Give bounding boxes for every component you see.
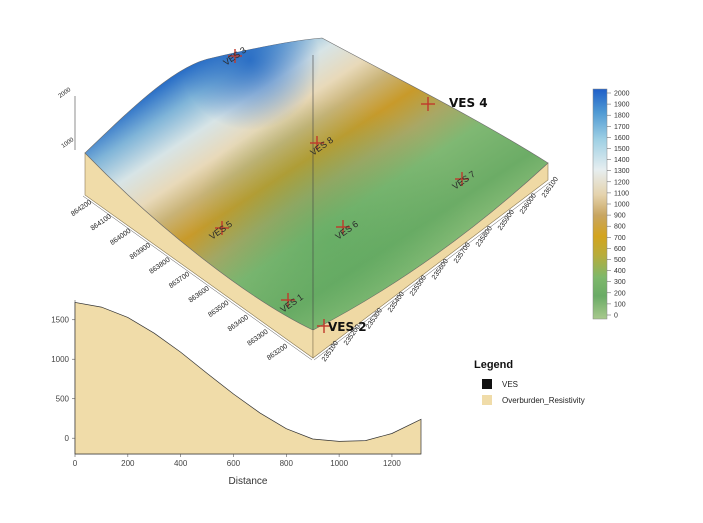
colorbar-tick-label: 1300 [614,168,630,175]
colorbar-gradient [592,88,608,320]
profile-area [74,301,422,455]
profile-x-tick-label: 1200 [383,459,401,468]
profile-y-tick-label: 0 [65,434,70,443]
profile-x-tick-label: 400 [174,459,188,468]
y-tick-label: 863400 [227,314,250,333]
profile-chart: 0 200 400 600 800 1000 1200 1500 1000 500 0 Distan… [51,300,422,487]
legend-title: Legend [474,359,513,371]
colorbar-tick-label: 100 [614,301,626,308]
y-tick-label: 863600 [188,285,211,304]
ves-label: VES 2 [328,320,367,334]
profile-x-tick-label: 800 [280,459,294,468]
y-tick-label: 863500 [207,300,230,319]
profile-x-tick-label: 1000 [330,459,348,468]
y-tick-label: 864200 [70,199,93,218]
colorbar-tick-label: 400 [614,268,626,275]
block-diagram: 2000 1000 864200864100864000863900863800… [58,37,560,363]
profile-x-tick-label: 200 [121,459,135,468]
y-tick-label: 864000 [109,228,132,247]
y-tick-label: 863800 [148,256,171,275]
colorbar-tick-label: 800 [614,224,626,231]
colorbar-tick-label: 900 [614,213,626,220]
colorbar-tick-label: 1000 [614,202,630,209]
colorbar-tick-label: 1600 [614,135,630,142]
legend: Legend VES Overburden_Resistivity [474,359,585,405]
profile-x-tick-label: 0 [73,459,78,468]
y-tick-label: 863300 [246,328,269,347]
colorbar-tick-label: 1500 [614,146,630,153]
colorbar-tick-label: 1700 [614,124,630,131]
profile-ticks: 0 200 400 600 800 1000 1200 1500 1000 500 0 [51,316,401,468]
colorbar: 2000190018001700160015001400130012001100… [592,88,630,320]
profile-xlabel: Distance [229,476,268,487]
colorbar-ticks: 2000190018001700160015001400130012001100… [607,91,630,320]
y-tick-label: 863200 [266,343,289,362]
legend-swatch-overburden [482,395,492,405]
surface-shading-blue [85,38,548,330]
colorbar-tick-label: 300 [614,279,626,286]
colorbar-tick-label: 1200 [614,179,630,186]
profile-y-tick-label: 1500 [51,316,69,325]
y-tick-label: 863700 [168,271,191,290]
colorbar-tick-label: 600 [614,246,626,253]
colorbar-tick-label: 500 [614,257,626,264]
legend-swatch-ves [482,379,492,389]
profile-x-tick-label: 600 [227,459,241,468]
x-axis-line [313,181,551,361]
colorbar-tick-label: 1400 [614,157,630,164]
legend-label-ves: VES [502,380,518,389]
legend-label-overburden: Overburden_Resistivity [502,396,585,405]
y-tick-label: 863900 [129,242,152,261]
y-tick-label: 864100 [90,213,113,232]
profile-y-tick-label: 500 [56,395,70,404]
colorbar-tick-label: 1800 [614,113,630,120]
profile-y-tick-label: 1000 [51,355,69,364]
colorbar-tick-label: 1100 [614,190,629,197]
colorbar-tick-label: 2000 [614,91,630,98]
colorbar-tick-label: 700 [614,235,626,242]
z-tick-mid: 1000 [61,137,76,150]
y-axis-line [82,195,313,361]
ves-label: VES 4 [449,96,488,110]
colorbar-tick-label: 0 [614,313,618,320]
colorbar-tick-label: 1900 [614,102,630,109]
z-tick-top: 2000 [58,87,73,100]
colorbar-tick-label: 200 [614,290,626,297]
